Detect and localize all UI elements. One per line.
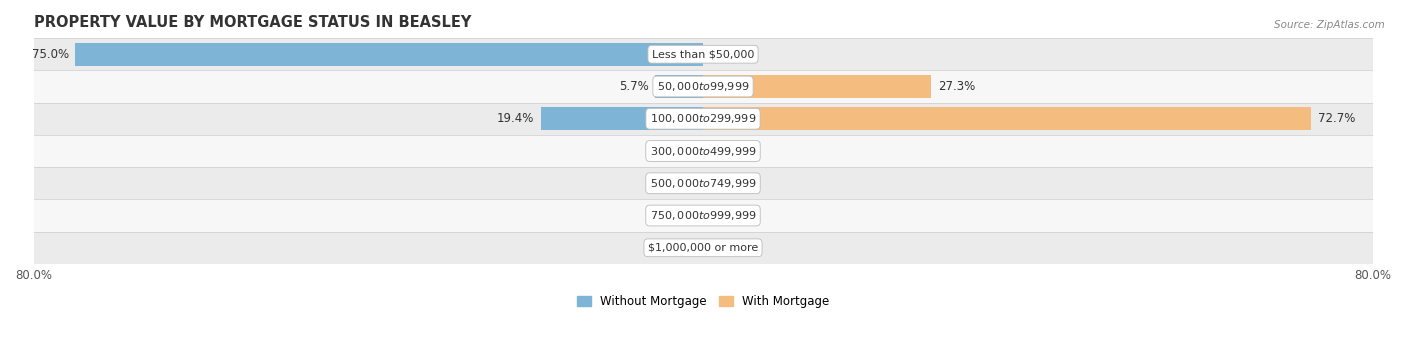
Text: 27.3%: 27.3%	[938, 80, 976, 93]
Text: $1,000,000 or more: $1,000,000 or more	[648, 243, 758, 253]
Text: $750,000 to $999,999: $750,000 to $999,999	[650, 209, 756, 222]
Text: Source: ZipAtlas.com: Source: ZipAtlas.com	[1274, 20, 1385, 30]
Text: PROPERTY VALUE BY MORTGAGE STATUS IN BEASLEY: PROPERTY VALUE BY MORTGAGE STATUS IN BEA…	[34, 15, 471, 30]
Bar	[34, 38, 1372, 70]
Bar	[655, 75, 703, 98]
Text: 72.7%: 72.7%	[1317, 112, 1355, 125]
Bar	[34, 232, 1372, 264]
Text: $50,000 to $99,999: $50,000 to $99,999	[657, 80, 749, 93]
Text: $300,000 to $499,999: $300,000 to $499,999	[650, 145, 756, 158]
Bar	[34, 103, 1372, 135]
Text: 75.0%: 75.0%	[31, 48, 69, 61]
Text: 0.0%: 0.0%	[666, 177, 696, 190]
Text: 0.0%: 0.0%	[710, 48, 740, 61]
Text: 0.0%: 0.0%	[666, 145, 696, 158]
Text: 19.4%: 19.4%	[496, 112, 534, 125]
Bar	[34, 167, 1372, 199]
Bar	[34, 135, 1372, 167]
Bar	[703, 75, 931, 98]
Bar	[34, 199, 1372, 232]
Bar	[541, 107, 703, 130]
Bar	[703, 107, 1312, 130]
Text: 0.0%: 0.0%	[710, 145, 740, 158]
Text: Less than $50,000: Less than $50,000	[652, 49, 754, 59]
Text: 0.0%: 0.0%	[710, 209, 740, 222]
Text: 0.0%: 0.0%	[710, 177, 740, 190]
Text: $500,000 to $749,999: $500,000 to $749,999	[650, 177, 756, 190]
Bar	[34, 70, 1372, 103]
Text: 0.0%: 0.0%	[666, 209, 696, 222]
Text: $100,000 to $299,999: $100,000 to $299,999	[650, 112, 756, 125]
Text: 5.7%: 5.7%	[619, 80, 648, 93]
Bar	[76, 43, 703, 66]
Text: 0.0%: 0.0%	[710, 241, 740, 254]
Legend: Without Mortgage, With Mortgage: Without Mortgage, With Mortgage	[576, 295, 830, 308]
Text: 0.0%: 0.0%	[666, 241, 696, 254]
